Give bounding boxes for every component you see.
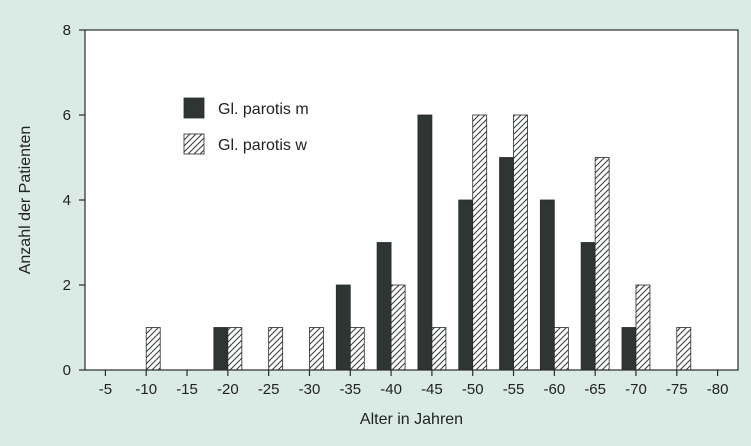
x-tick-label: -30 bbox=[299, 381, 321, 398]
bar-w--55 bbox=[513, 114, 528, 371]
bar-w--25 bbox=[268, 327, 284, 371]
x-tick-label: -45 bbox=[421, 381, 443, 398]
legend-swatch-w bbox=[183, 133, 205, 155]
axes-layer: 0 2 4 6 8 -5 -10 -15 -20 -25 -30 -35 -40 -45 -50 -55 -60… bbox=[63, 22, 739, 398]
x-tick-label: -20 bbox=[217, 381, 239, 398]
bar-m--40 bbox=[376, 242, 392, 371]
x-tick-label: -75 bbox=[666, 381, 688, 398]
bar-m--60 bbox=[539, 199, 555, 371]
legend: Gl. parotis m Gl. parotis w bbox=[183, 97, 309, 155]
bar-w--20 bbox=[227, 327, 243, 371]
y-tick-label: 6 bbox=[63, 107, 71, 124]
y-axis-title: Anzahl der Patienten bbox=[17, 126, 34, 275]
y-tick-label: 4 bbox=[63, 192, 71, 209]
bar-w--65 bbox=[594, 157, 610, 371]
bar-w--40 bbox=[390, 284, 406, 371]
x-tick-label: -50 bbox=[462, 381, 484, 398]
bar-m--35 bbox=[335, 284, 351, 371]
plot-area bbox=[85, 30, 738, 370]
legend-label: Gl. parotis w bbox=[218, 137, 307, 154]
legend-swatch-m bbox=[183, 97, 205, 119]
bar-m--65 bbox=[580, 242, 596, 371]
bar-w--50 bbox=[472, 114, 488, 371]
x-tick-label: -15 bbox=[176, 381, 198, 398]
x-tick-label: -40 bbox=[380, 381, 402, 398]
bar-w--75 bbox=[676, 327, 692, 371]
x-tick-label: -65 bbox=[584, 381, 606, 398]
x-tick-label: -10 bbox=[135, 381, 157, 398]
x-tick-label: -60 bbox=[544, 381, 566, 398]
x-tick-label: -70 bbox=[625, 381, 647, 398]
bar-w--70 bbox=[635, 284, 651, 371]
bar-m--20 bbox=[213, 327, 229, 371]
x-tick-label: -35 bbox=[339, 381, 361, 398]
bar-w--30 bbox=[309, 327, 324, 371]
bar-w--10 bbox=[145, 327, 161, 371]
y-tick-label: 0 bbox=[63, 362, 71, 379]
y-tick-label: 8 bbox=[63, 22, 71, 39]
x-tick-label: -80 bbox=[707, 381, 729, 398]
x-tick-label: -5 bbox=[99, 381, 112, 398]
bar-m--55 bbox=[499, 157, 514, 371]
bars-layer bbox=[145, 114, 692, 371]
y-tick-label: 2 bbox=[63, 277, 71, 294]
bar-m--70 bbox=[621, 327, 637, 371]
x-tick-label: -55 bbox=[503, 381, 525, 398]
bar-w--45 bbox=[431, 327, 447, 371]
bar-m--50 bbox=[458, 199, 474, 371]
x-axis-title: Alter in Jahren bbox=[360, 411, 463, 428]
bar-w--35 bbox=[349, 327, 365, 371]
bar-w--60 bbox=[553, 327, 569, 371]
x-tick-label: -25 bbox=[258, 381, 280, 398]
legend-label: Gl. parotis m bbox=[218, 101, 309, 118]
bar-m--45 bbox=[417, 114, 433, 371]
